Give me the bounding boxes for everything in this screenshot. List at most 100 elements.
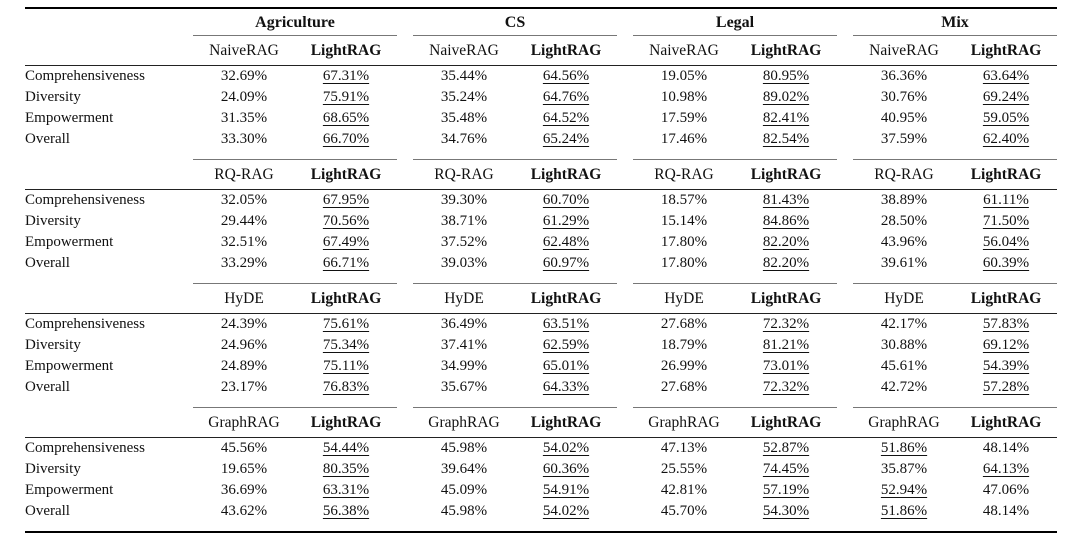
spacer xyxy=(617,438,633,460)
baseline-header: NaiveRAG xyxy=(853,35,956,66)
metric-column-header xyxy=(25,35,193,66)
lightrag-header: LightRAG xyxy=(515,35,618,66)
baseline-score: 35.48% xyxy=(440,110,488,126)
lightrag-score: 67.31% xyxy=(322,68,370,84)
metric-column-header xyxy=(25,407,193,438)
lightrag-score: 63.51% xyxy=(542,316,590,332)
spacer xyxy=(837,253,853,284)
baseline-header: NaiveRAG xyxy=(633,35,736,66)
lightrag-score: 69.12% xyxy=(982,337,1030,353)
metric-label: Overall xyxy=(25,131,70,148)
spacer xyxy=(617,253,633,284)
baseline-score: 18.79% xyxy=(660,337,708,353)
baseline-score: 37.41% xyxy=(440,337,488,353)
baseline-score: 29.44% xyxy=(220,213,268,229)
lightrag-score: 54.02% xyxy=(542,440,590,456)
spacer xyxy=(837,438,853,460)
lightrag-score: 62.40% xyxy=(982,131,1030,147)
spacer xyxy=(617,335,633,356)
spacer xyxy=(837,407,854,438)
metric-label: Diversity xyxy=(25,89,81,105)
spacer xyxy=(837,314,853,336)
lightrag-header: LightRAG xyxy=(735,35,838,66)
spacer xyxy=(397,283,413,314)
lightrag-score: 75.11% xyxy=(323,358,369,374)
baseline-header: NaiveRAG xyxy=(413,35,515,66)
lightrag-score: 54.30% xyxy=(735,501,838,533)
spacer xyxy=(837,232,853,253)
baseline-score: 30.88% xyxy=(880,337,928,353)
baseline-score: 43.96% xyxy=(880,234,928,250)
lightrag-score: 60.39% xyxy=(982,255,1030,271)
lightrag-score: 56.38% xyxy=(295,501,397,533)
lightrag-header: LightRAG xyxy=(295,159,397,190)
baseline-score: 33.29% xyxy=(220,255,268,271)
spacer xyxy=(397,377,413,408)
baseline-score: 51.86% xyxy=(853,501,956,533)
lightrag-header: LightRAG xyxy=(735,407,838,438)
baseline-score: 24.96% xyxy=(220,337,268,353)
lightrag-score: 60.36% xyxy=(542,461,590,477)
lightrag-header: LightRAG xyxy=(515,159,618,190)
spacer xyxy=(617,211,633,232)
baseline-score: 37.52% xyxy=(440,234,488,250)
metric-label: Overall xyxy=(25,501,193,533)
lightrag-score: 64.52% xyxy=(542,110,590,126)
baseline-score: 43.62% xyxy=(193,501,295,533)
spacer xyxy=(617,159,634,190)
metric-label: Diversity xyxy=(25,213,81,229)
baseline-score: 45.09% xyxy=(440,482,488,498)
spacer xyxy=(837,356,853,377)
baseline-header: RQ-RAG xyxy=(193,159,295,190)
lightrag-score: 48.14% xyxy=(955,501,1058,533)
lightrag-score: 84.86% xyxy=(762,213,810,229)
spacer xyxy=(837,211,853,232)
baseline-score: 26.99% xyxy=(660,358,708,374)
metric-label: Comprehensiveness xyxy=(25,440,145,456)
lightrag-score: 74.45% xyxy=(762,461,810,477)
baseline-header: RQ-RAG xyxy=(853,159,956,190)
lightrag-score: 80.95% xyxy=(762,68,810,84)
lightrag-score: 61.29% xyxy=(542,213,590,229)
lightrag-header: LightRAG xyxy=(295,407,397,438)
lightrag-score: 82.20% xyxy=(762,234,810,250)
baseline-score: 24.09% xyxy=(220,89,268,105)
baseline-score: 34.99% xyxy=(440,358,488,374)
spacer xyxy=(397,190,413,212)
baseline-score: 52.94% xyxy=(880,482,928,498)
metric-label: Diversity xyxy=(25,461,81,477)
spacer xyxy=(397,232,413,253)
spacer xyxy=(397,501,413,533)
baseline-score: 38.71% xyxy=(440,213,488,229)
spacer xyxy=(397,314,413,336)
baseline-score: 27.68% xyxy=(660,379,708,395)
baseline-score: 39.03% xyxy=(440,255,488,271)
lightrag-header: LightRAG xyxy=(955,35,1058,66)
spacer xyxy=(397,87,413,108)
baseline-score: 32.51% xyxy=(220,234,268,250)
spacer xyxy=(397,7,413,36)
baseline-header: GraphRAG xyxy=(853,407,956,438)
spacer xyxy=(397,480,413,501)
baseline-header: HyDE xyxy=(413,283,515,314)
lightrag-score: 54.02% xyxy=(515,501,618,533)
spacer xyxy=(617,459,633,480)
lightrag-score: 73.01% xyxy=(762,358,810,374)
lightrag-score: 56.04% xyxy=(982,234,1030,250)
spacer xyxy=(617,66,633,88)
baseline-score: 38.89% xyxy=(880,192,928,208)
lightrag-score: 62.59% xyxy=(542,337,590,353)
baseline-score: 42.72% xyxy=(880,379,928,395)
spacer xyxy=(617,407,634,438)
baseline-header: GraphRAG xyxy=(413,407,515,438)
spacer xyxy=(397,211,413,232)
baseline-score: 28.50% xyxy=(880,213,928,229)
lightrag-score: 89.02% xyxy=(762,89,810,105)
spacer xyxy=(397,35,413,66)
lightrag-header: LightRAG xyxy=(735,159,838,190)
baseline-score: 31.35% xyxy=(220,110,268,126)
baseline-score: 37.59% xyxy=(880,131,928,147)
spacer xyxy=(837,159,854,190)
lightrag-score: 71.50% xyxy=(982,213,1030,229)
metric-label: Overall xyxy=(25,379,70,396)
